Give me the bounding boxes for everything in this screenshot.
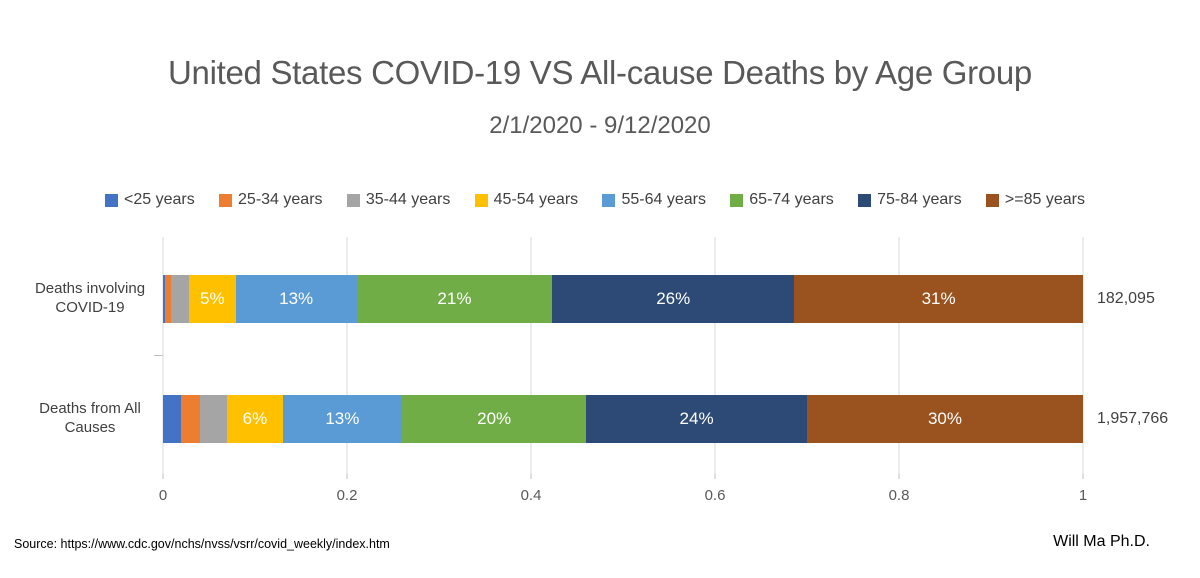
- gridline: [1082, 237, 1084, 474]
- bar-segment: 6%: [227, 395, 283, 443]
- segment-value-label: 30%: [927, 409, 962, 428]
- gridline: [714, 237, 716, 474]
- legend-swatch-icon: [730, 193, 744, 207]
- bar-row: 6% 13% 20% 24% 30%: [163, 395, 1083, 443]
- bar-segment: [181, 395, 200, 443]
- bar-segment: 24%: [586, 395, 807, 443]
- axis-tick: [346, 474, 348, 479]
- gridline: [530, 237, 532, 474]
- bar-segment: 30%: [806, 395, 1083, 443]
- bar-segment: 20%: [402, 395, 587, 443]
- axis-tick: [714, 474, 716, 479]
- x-tick-label: 0: [158, 487, 168, 504]
- bar-segment: 13%: [282, 395, 403, 443]
- legend-label: 55-64 years: [621, 191, 706, 208]
- gridline: [346, 237, 348, 474]
- category-label: Deaths from All Causes: [39, 400, 141, 436]
- legend: <25 years 25-34 years 35-44 years 45-54 yea…: [105, 188, 1085, 212]
- bar-segment: 31%: [794, 275, 1083, 323]
- segment-value-label: 31%: [921, 289, 956, 308]
- legend-label: >=85 years: [1004, 191, 1085, 208]
- legend-swatch-icon: [858, 193, 872, 207]
- legend-item: 75-84 years: [858, 191, 962, 209]
- gridline: [162, 237, 164, 474]
- legend-item: 55-64 years: [602, 191, 706, 209]
- bar-segment: 21%: [356, 275, 553, 323]
- bar-segment: [199, 395, 228, 443]
- legend-swatch-icon: [474, 193, 488, 207]
- category-label: Deaths involving COVID-19: [34, 280, 146, 316]
- bar-segment: 5%: [189, 275, 236, 323]
- bar-total-label: 1,957,766: [1097, 410, 1169, 427]
- x-tick-label: 0.6: [704, 487, 726, 504]
- legend-item: <25 years: [105, 191, 195, 209]
- bar-segment: [163, 275, 165, 323]
- axis-tick: [530, 474, 532, 479]
- legend-label: 75-84 years: [877, 191, 962, 208]
- chart-title: United States COVID-19 VS All-cause Deat…: [168, 54, 1032, 91]
- legend-item: 25-34 years: [219, 191, 323, 209]
- axis-tick: [162, 474, 164, 479]
- legend-item: 35-44 years: [346, 191, 451, 209]
- legend-item: 65-74 years: [730, 191, 834, 209]
- y-axis-tick: [154, 355, 163, 356]
- segment-value-label: 13%: [325, 409, 360, 428]
- source-note: Source: https://www.cdc.gov/nchs/nvss/vs…: [14, 537, 390, 551]
- segment-value-label: 13%: [279, 289, 314, 308]
- axis-tick: [1082, 474, 1084, 479]
- x-tick-label: 0.4: [520, 487, 542, 504]
- x-tick-label: 1: [1078, 487, 1088, 504]
- segment-value-label: 24%: [679, 409, 714, 428]
- bar-row: 5% 13% 21% 26% 31%: [163, 275, 1083, 323]
- bar-total-label: 182,095: [1097, 290, 1155, 307]
- legend-label: <25 years: [124, 191, 195, 208]
- legend-swatch-icon: [105, 193, 118, 207]
- bar-segment: [163, 395, 182, 443]
- bar-segment: [164, 275, 172, 323]
- legend-swatch-icon: [346, 193, 360, 207]
- bar-segment: [171, 275, 190, 323]
- x-tick-label: 0.2: [336, 487, 358, 504]
- author-credit: Will Ma Ph.D.: [1053, 533, 1150, 550]
- gridline: [898, 237, 900, 474]
- legend-label: 25-34 years: [238, 191, 323, 208]
- bar-segment: 13%: [235, 275, 357, 323]
- segment-value-label: 26%: [656, 289, 691, 308]
- legend-label: 65-74 years: [749, 191, 834, 208]
- x-tick-label: 0.8: [888, 487, 910, 504]
- legend-swatch-icon: [985, 193, 999, 207]
- chart-subtitle: 2/1/2020 - 9/12/2020: [489, 112, 711, 139]
- bar-segment: 26%: [552, 275, 795, 323]
- segment-value-label: 20%: [477, 409, 512, 428]
- segment-value-label: 21%: [437, 289, 472, 308]
- plot-area: 5% 13% 21% 26% 31% 6% 13% 20% 24% 30%: [154, 237, 1084, 479]
- x-axis: 0 0.2 0.4 0.6 0.8 1: [159, 487, 1087, 507]
- legend-swatch-icon: [219, 193, 233, 207]
- segment-value-label: 6%: [242, 409, 268, 428]
- legend-label: 45-54 years: [493, 191, 579, 208]
- axis-tick: [898, 474, 900, 479]
- legend-label: 35-44 years: [365, 191, 451, 208]
- legend-item: >=85 years: [985, 191, 1085, 209]
- legend-swatch-icon: [602, 193, 616, 207]
- segment-value-label: 5%: [200, 289, 225, 308]
- legend-item: 45-54 years: [474, 191, 579, 209]
